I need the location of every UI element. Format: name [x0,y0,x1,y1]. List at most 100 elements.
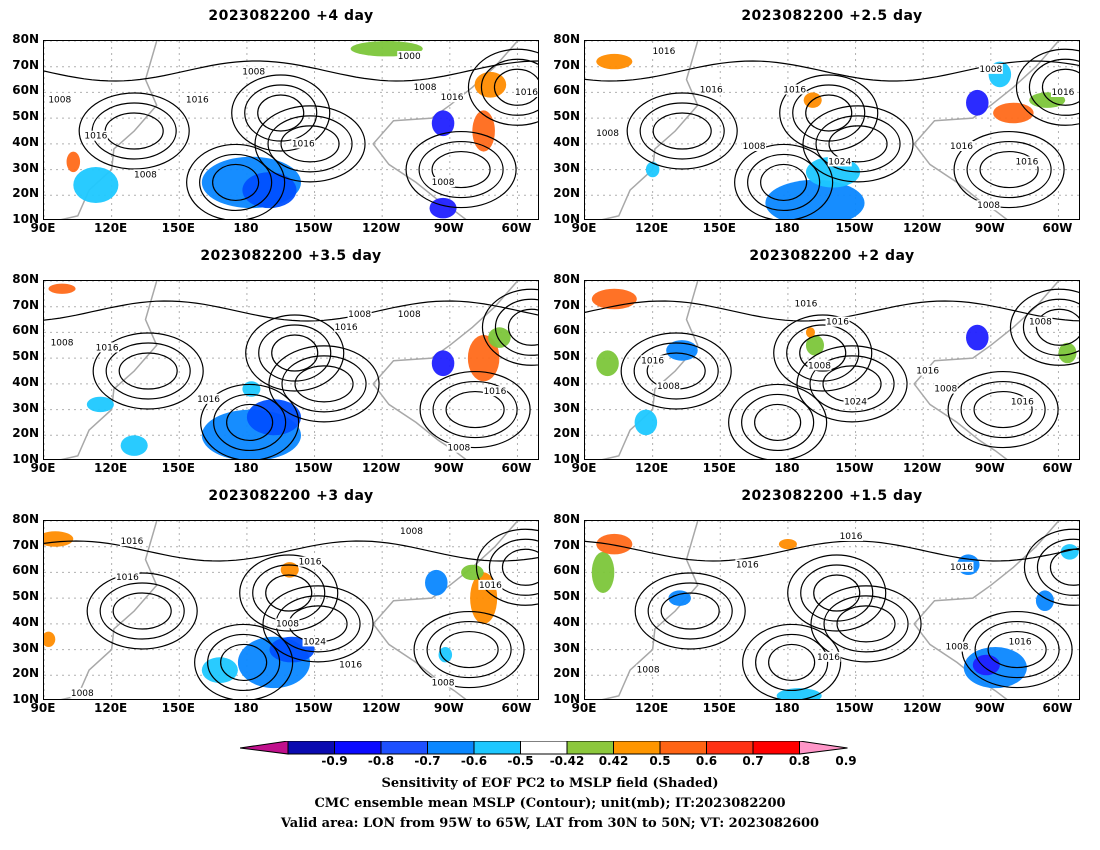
contour-label-bg [1008,636,1033,647]
contour-label-bg [347,309,372,319]
mslp-contour [626,92,738,170]
panel-title: 2023082200 +2.5 day [741,8,923,24]
contour-label-bg [334,321,359,332]
map-canvas: 1008 1008 1016 1008 1016 1016 1016 1008 [44,281,538,459]
mslp-contour [239,554,339,632]
contour-label: 1008 [447,444,470,454]
contour-label: 1016 [1011,397,1034,407]
mslp-contour [828,125,888,163]
mslp-contour [800,564,874,622]
lon-tick-label: 150W [294,221,333,235]
contour-label-bg [782,84,807,95]
lat-tick-label: 80N [12,32,39,46]
lat-tick-label: 10N [553,212,580,226]
contour-label-bg [640,355,665,366]
lon-tick-label: 150W [835,701,874,715]
sensitivity-shading [645,161,660,178]
contour-label: 1016 [515,88,538,98]
lat-tick-label: 60N [553,563,580,578]
sensitivity-shading [1058,342,1077,364]
contour-label: 1008 [432,178,455,188]
contour-label-bg [1050,87,1075,97]
mslp-contour [445,390,505,429]
contour-label-bg [47,94,72,105]
contour-label-bg [399,525,424,536]
mslp-contour [728,383,828,459]
mslp-contour [1036,538,1079,596]
lat-tick-label: 40N [12,134,39,149]
mslp-contour [280,125,340,163]
lon-tick-label: 150E [702,461,736,475]
mslp-contour [953,130,1065,209]
colorbar-segment [427,740,475,755]
map-canvas: 1016 1016 1008 1008 1016 1008 1024 1016 1008 1016 [585,281,1079,459]
mslp-contour [960,380,1046,439]
contour-label: 1016 [641,356,664,366]
lat-tick-label: 40N [553,374,580,389]
sensitivity-shading [425,569,448,596]
mslp-contour [979,150,1039,189]
sensitivity-shading [467,335,500,382]
contour-label-bg [595,128,620,139]
contour-label-bg [976,200,1001,211]
caption-line-2: CMC ensemble mean MSLP (Contour); unit(m… [314,796,786,811]
lon-tick-label: 150W [835,461,874,475]
contour-label: 1008 [657,382,680,392]
contour-label: 1016 [794,300,817,310]
sensitivity-shading [431,110,455,137]
lon-tick-label: 90W [974,461,1005,475]
mslp-contour [268,345,380,423]
contour-label-bg [843,396,868,407]
mslp-contour [813,574,861,612]
lon-tick-label: 180 [233,701,259,715]
mslp-contour [760,163,808,202]
contour-label: 1008 [276,619,299,629]
mslp-contour [639,102,725,160]
sensitivity-shading [805,327,815,338]
lat-tick-label: 20N [12,186,39,201]
contour-label: 1016 [1015,157,1038,167]
mslp-contour [254,105,366,183]
contour-label-bg [291,138,316,149]
lat-tick-label: 70N [553,57,580,72]
mslp-contour [974,620,1060,679]
sensitivity-shading [438,647,453,663]
lat-tick-label: 80N [12,512,39,526]
mslp-contour [431,150,491,189]
sensitivity-shading [596,350,619,377]
contour-label-bg [978,63,1003,74]
contour-label-bg [915,365,940,376]
caption-line-1: Sensitivity of EOF PC2 to MSLP field (Sh… [381,776,719,791]
contour-label-bg [699,84,724,95]
lat-tick-label: 10N [12,692,39,706]
mslp-contour [44,300,538,322]
contour-label-bg [651,45,676,56]
contour-label: 1016 [479,581,502,591]
sensitivity-shading [242,172,297,209]
map-panel: 1008 1016 1016 1016 1016 1008 1024 1016 1008 1008 [43,520,539,700]
lon-tick-label: 150E [702,701,736,715]
mslp-contour [507,308,538,346]
sensitivity-shading [993,102,1034,124]
lat-tick-label: 30N [553,640,580,655]
caption-line-3: Valid area: LON from 95W to 65W, LAT fro… [280,816,820,831]
contour-label-bg [338,659,363,670]
lon-tick-label: 90W [974,701,1005,715]
lon-tick-label: 120W [362,221,401,235]
contour-label-bg [275,618,300,629]
contour-label-bg [807,360,832,371]
mslp-contour [1015,48,1079,126]
contour-label: 1016 [96,343,119,353]
map-panel: 1008 1000 1008 1016 1016 1016 1008 1008 1016 1008… [43,40,539,220]
lat-tick-label: 70N [553,537,580,552]
mslp-contour [741,393,815,452]
mslp-contour [419,370,531,449]
lon-tick-label: 90W [433,461,464,475]
mslp-contour [810,585,922,663]
mslp-contour [747,153,821,212]
lon-tick-label: 120W [362,461,401,475]
colorbar-tick-label: 0.5 [649,754,671,768]
sensitivity-shading [778,539,797,550]
sensitivity-shading [461,564,484,581]
contour-label: 1008 [1029,318,1052,328]
